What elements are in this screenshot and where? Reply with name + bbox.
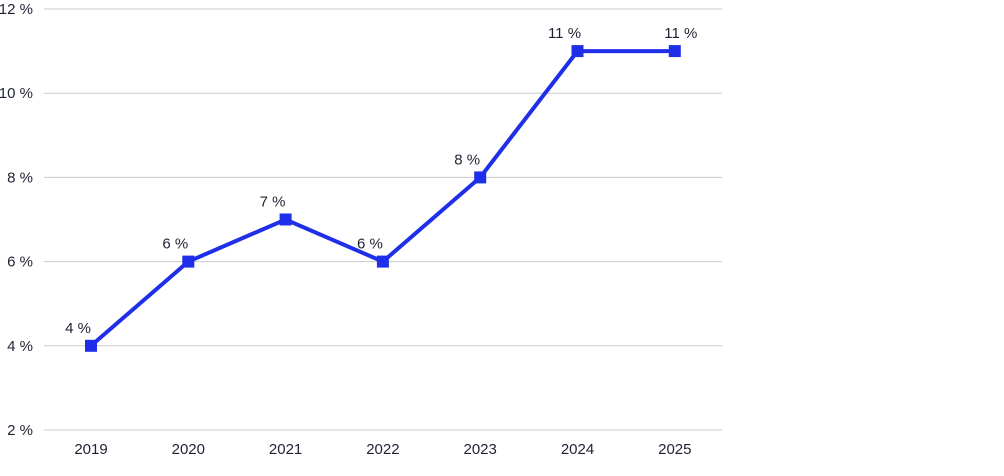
x-tick-label: 2024 <box>561 441 594 458</box>
series-markers <box>85 45 681 352</box>
y-axis: 2 % 4 % 6 % 8 % 10 % 12 % <box>0 1 33 439</box>
x-tick-label: 2019 <box>74 441 107 458</box>
data-point-marker <box>85 339 97 352</box>
data-point-marker <box>182 255 195 268</box>
data-point-marker <box>474 171 487 184</box>
data-label: 11 % <box>548 25 581 42</box>
data-label: 6 % <box>162 236 188 253</box>
grid <box>44 8 722 431</box>
x-tick-label: 2025 <box>658 441 691 458</box>
data-label: 7 % <box>260 194 286 211</box>
x-tick-label: 2022 <box>366 441 399 458</box>
data-label: 8 % <box>454 151 480 168</box>
y-tick-label: 12 % <box>0 1 33 18</box>
x-tick-label: 2023 <box>464 441 497 458</box>
series-line-path <box>89 49 675 348</box>
y-tick-label: 10 % <box>0 85 33 102</box>
data-label: 4 % <box>65 320 91 337</box>
data-labels: 4 % 6 % 7 % 6 % 8 % 11 % 11 % <box>65 25 697 337</box>
x-axis: 2019 2020 2021 2022 2023 2024 2025 <box>74 441 691 458</box>
x-tick-label: 2020 <box>172 441 205 458</box>
y-tick-label: 6 % <box>7 254 33 271</box>
data-point-marker <box>571 45 584 58</box>
data-label: 11 % <box>664 25 697 42</box>
data-point-marker <box>279 213 292 226</box>
y-tick-label: 8 % <box>7 169 33 186</box>
x-tick-label: 2021 <box>269 441 302 458</box>
data-point-marker <box>376 255 389 268</box>
y-tick-label: 4 % <box>7 338 33 355</box>
y-tick-label: 2 % <box>7 422 33 439</box>
series-line <box>89 49 675 348</box>
data-label: 6 % <box>357 236 383 253</box>
data-point-marker <box>668 45 681 58</box>
